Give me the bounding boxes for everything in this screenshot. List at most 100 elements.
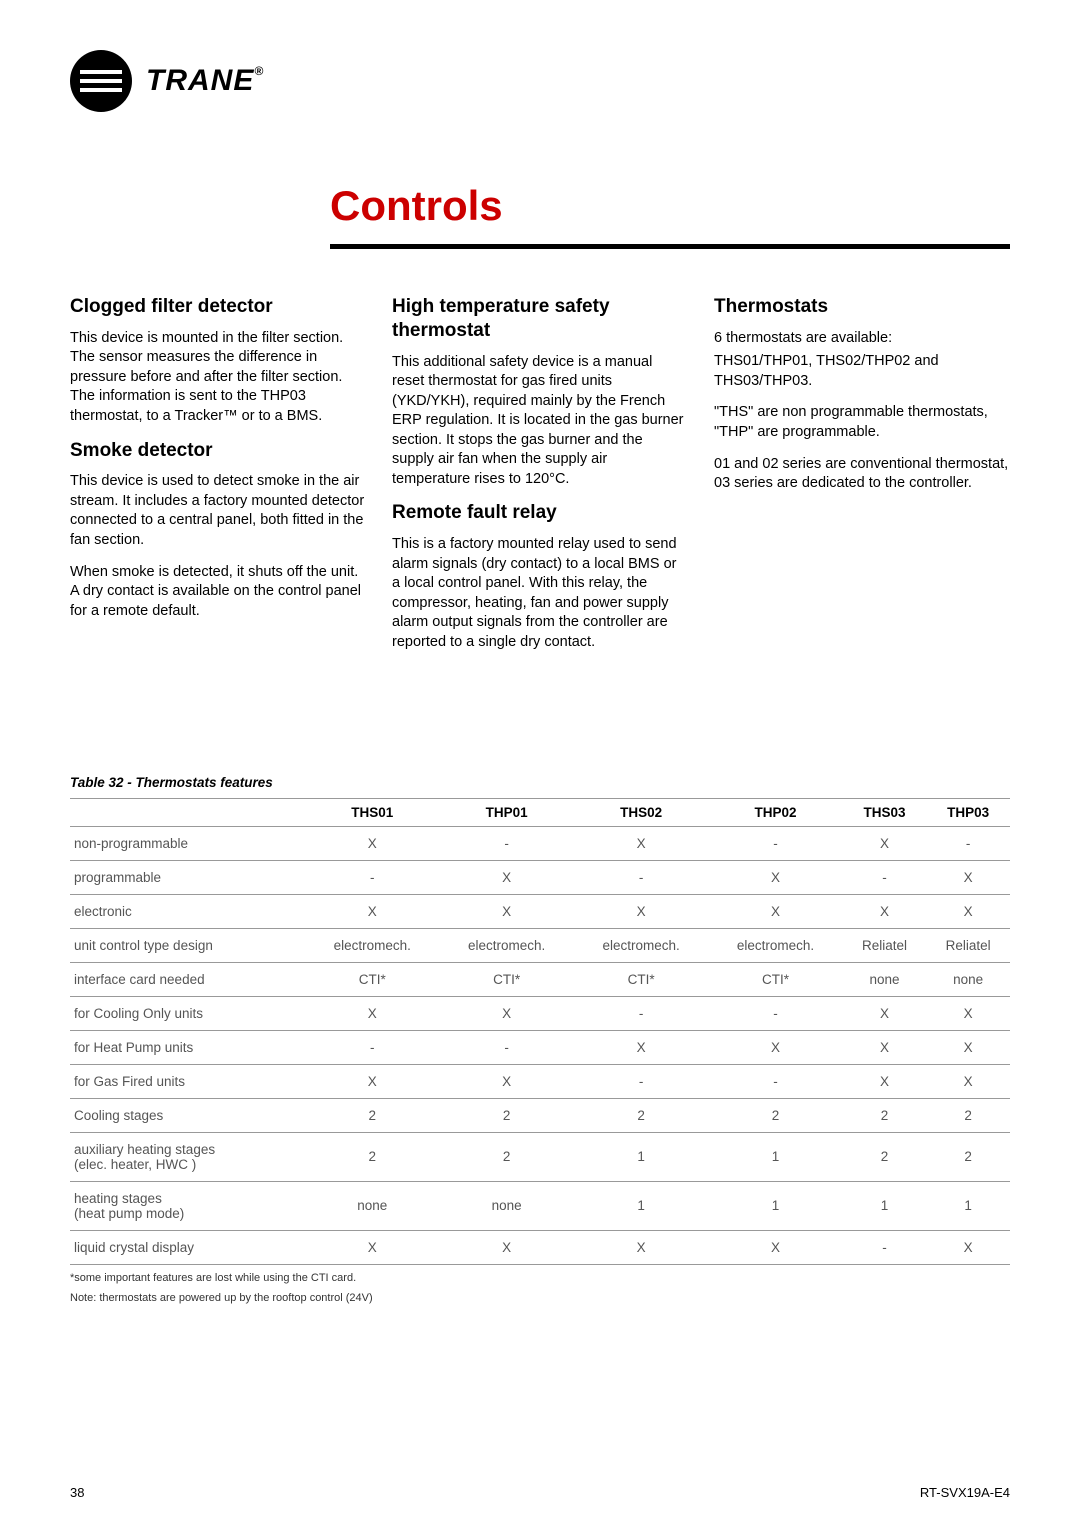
table-cell: -: [708, 996, 842, 1030]
table-cell: X: [843, 1030, 927, 1064]
table-row: programmable-X-X-X: [70, 860, 1010, 894]
heading-thermostats: Thermostats: [714, 295, 1010, 319]
heading-high-temp: High temperature safety thermostat: [392, 295, 688, 343]
table-cell: for Gas Fired units: [70, 1064, 305, 1098]
table-cell: X: [439, 894, 573, 928]
table-cell: electromech.: [439, 928, 573, 962]
table-cell: Reliatel: [843, 928, 927, 962]
table-row: unit control type designelectromech.elec…: [70, 928, 1010, 962]
table-cell: X: [574, 826, 708, 860]
table-cell: 1: [843, 1181, 927, 1230]
table-cell: 1: [574, 1132, 708, 1181]
table-cell: -: [843, 1230, 927, 1264]
heading-remote-fault: Remote fault relay: [392, 501, 688, 525]
table-cell: X: [439, 860, 573, 894]
table-cell: 2: [439, 1098, 573, 1132]
table-cell: X: [926, 1030, 1010, 1064]
table-cell: none: [926, 962, 1010, 996]
brand-logo: TRANE®: [70, 50, 1010, 112]
table-row: liquid crystal displayXXXX-X: [70, 1230, 1010, 1264]
table-cell: 1: [708, 1132, 842, 1181]
table-cell: X: [708, 894, 842, 928]
para: This is a factory mounted relay used to …: [392, 535, 688, 652]
table-cell: X: [926, 1064, 1010, 1098]
logo-icon: [70, 50, 132, 112]
table-cell: X: [305, 826, 439, 860]
table-cell: electronic: [70, 894, 305, 928]
table-cell: X: [574, 894, 708, 928]
page-footer: 38 RT-SVX19A-E4: [70, 1485, 1010, 1500]
table-header: [70, 798, 305, 826]
table-row: Cooling stages222222: [70, 1098, 1010, 1132]
column-1: Clogged filter detector This device is m…: [70, 295, 366, 665]
table-cell: X: [843, 826, 927, 860]
table-cell: X: [843, 996, 927, 1030]
table-row: for Heat Pump units--XXXX: [70, 1030, 1010, 1064]
table-cell: none: [305, 1181, 439, 1230]
table-cell: X: [926, 1230, 1010, 1264]
table-note: Note: thermostats are powered up by the …: [70, 1291, 1010, 1306]
table-cell: X: [439, 1230, 573, 1264]
table-cell: X: [843, 894, 927, 928]
table-cell: auxiliary heating stages (elec. heater, …: [70, 1132, 305, 1181]
table-cell: 1: [708, 1181, 842, 1230]
table-cell: Cooling stages: [70, 1098, 305, 1132]
table-cell: -: [843, 860, 927, 894]
para: When smoke is detected, it shuts off the…: [70, 563, 366, 622]
table-cell: interface card needed: [70, 962, 305, 996]
table-cell: -: [926, 826, 1010, 860]
table-cell: -: [574, 996, 708, 1030]
table-cell: -: [574, 860, 708, 894]
para: 6 thermostats are available:: [714, 329, 1010, 349]
table-header: THP01: [439, 798, 573, 826]
table-cell: 2: [574, 1098, 708, 1132]
thermostats-table: THS01THP01THS02THP02THS03THP03 non-progr…: [70, 798, 1010, 1265]
table-cell: heating stages (heat pump mode): [70, 1181, 305, 1230]
table-header: THS03: [843, 798, 927, 826]
para: This device is mounted in the filter sec…: [70, 329, 366, 427]
table-header: THP03: [926, 798, 1010, 826]
page-number: 38: [70, 1485, 84, 1500]
table-cell: 1: [574, 1181, 708, 1230]
table-cell: X: [305, 894, 439, 928]
table-cell: programmable: [70, 860, 305, 894]
heading-clogged-filter: Clogged filter detector: [70, 295, 366, 319]
brand-name: TRANE®: [146, 64, 264, 98]
table-cell: CTI*: [439, 962, 573, 996]
table-row: electronicXXXXXX: [70, 894, 1010, 928]
table-header: THS01: [305, 798, 439, 826]
doc-ref: RT-SVX19A-E4: [920, 1485, 1010, 1500]
table-cell: X: [305, 996, 439, 1030]
table-caption: Table 32 - Thermostats features: [70, 775, 1010, 790]
table-cell: CTI*: [574, 962, 708, 996]
column-3: Thermostats 6 thermostats are available:…: [714, 295, 1010, 665]
table-footnote: *some important features are lost while …: [70, 1271, 1010, 1286]
para: This additional safety device is a manua…: [392, 353, 688, 490]
table-cell: -: [439, 1030, 573, 1064]
table-cell: X: [439, 1064, 573, 1098]
table-cell: -: [708, 1064, 842, 1098]
table-row: for Gas Fired unitsXX--XX: [70, 1064, 1010, 1098]
table-cell: X: [574, 1230, 708, 1264]
table-cell: liquid crystal display: [70, 1230, 305, 1264]
table-header: THS02: [574, 798, 708, 826]
table-cell: 2: [305, 1098, 439, 1132]
table-cell: X: [843, 1064, 927, 1098]
table-row: non-programmableX-X-X-: [70, 826, 1010, 860]
table-cell: 1: [926, 1181, 1010, 1230]
table-cell: CTI*: [708, 962, 842, 996]
table-cell: 2: [305, 1132, 439, 1181]
table-row: for Cooling Only unitsXX--XX: [70, 996, 1010, 1030]
table-cell: Reliatel: [926, 928, 1010, 962]
table-row: interface card neededCTI*CTI*CTI*CTI*non…: [70, 962, 1010, 996]
table-cell: electromech.: [708, 928, 842, 962]
table-cell: for Cooling Only units: [70, 996, 305, 1030]
table-cell: CTI*: [305, 962, 439, 996]
table-cell: -: [574, 1064, 708, 1098]
table-cell: for Heat Pump units: [70, 1030, 305, 1064]
table-row: heating stages (heat pump mode)nonenone1…: [70, 1181, 1010, 1230]
table-cell: X: [708, 1030, 842, 1064]
page-title: Controls: [330, 182, 1010, 230]
table-cell: electromech.: [574, 928, 708, 962]
table-cell: -: [708, 826, 842, 860]
